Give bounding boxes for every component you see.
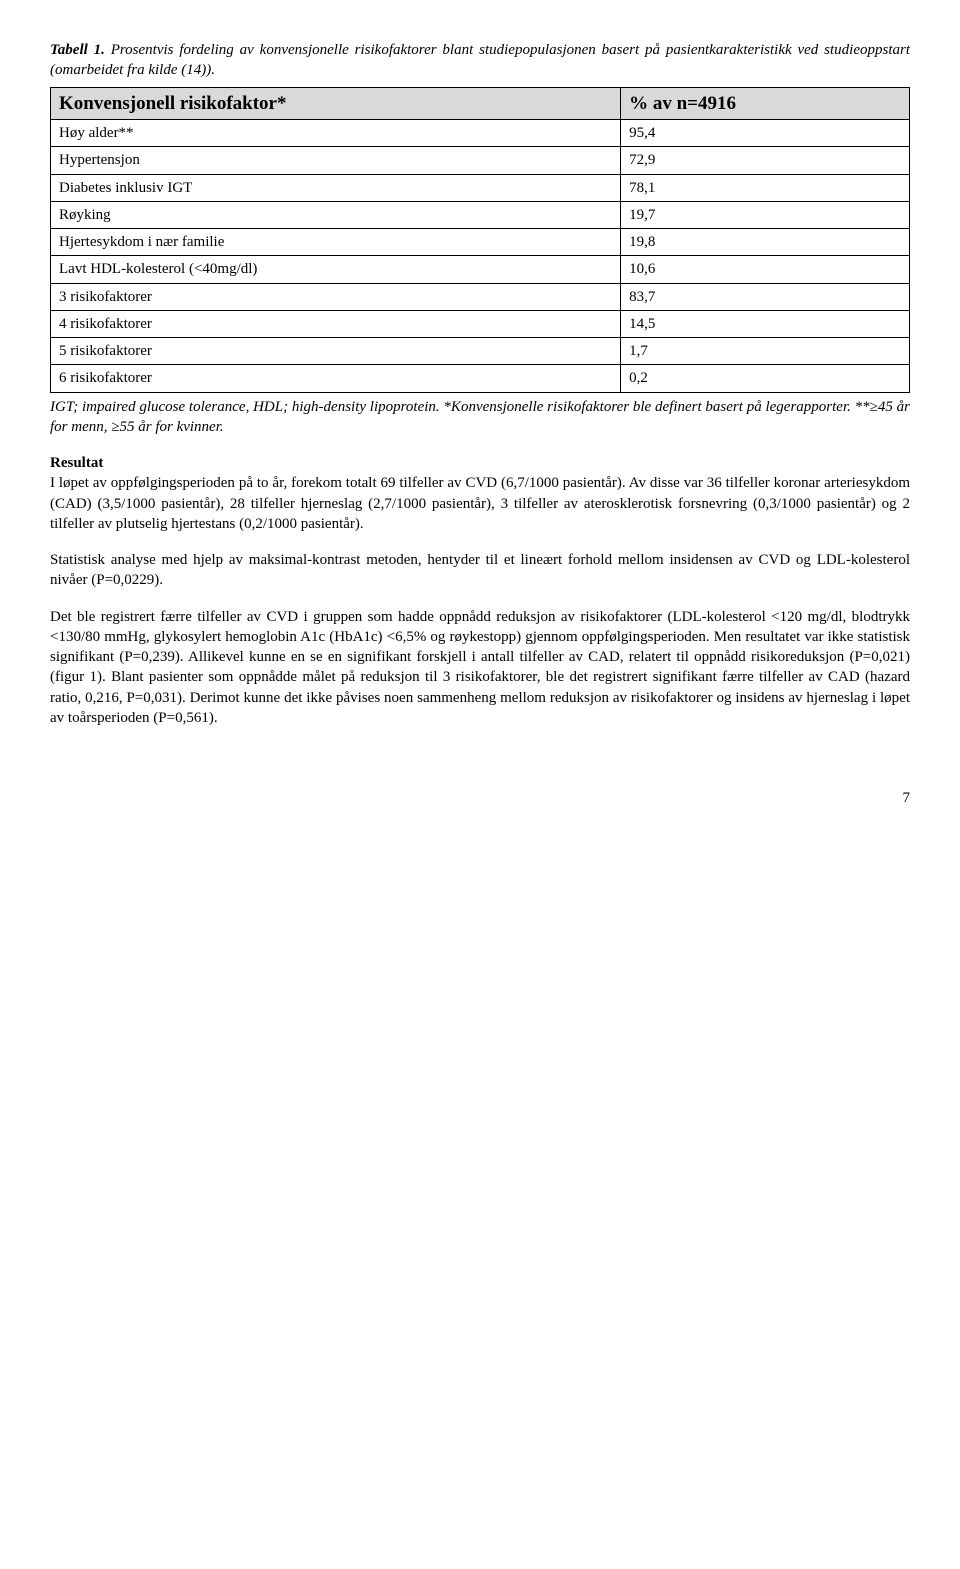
table-row: Diabetes inklusiv IGT78,1 <box>51 174 910 201</box>
cell-c2: 19,8 <box>621 229 910 256</box>
cell-c1: Lavt HDL-kolesterol (<40mg/dl) <box>51 256 621 283</box>
risk-factor-table: Konvensjonell risikofaktor* % av n=4916 … <box>50 87 910 393</box>
table-footnote: IGT; impaired glucose tolerance, HDL; hi… <box>50 397 910 438</box>
cell-c1: Hypertensjon <box>51 147 621 174</box>
cell-c2: 1,7 <box>621 338 910 365</box>
resultat-heading: Resultat <box>50 453 910 473</box>
cell-c1: 6 risikofaktorer <box>51 365 621 392</box>
cell-c1: Røyking <box>51 201 621 228</box>
table-row: Høy alder**95,4 <box>51 120 910 147</box>
cell-c1: 4 risikofaktorer <box>51 310 621 337</box>
cell-c2: 78,1 <box>621 174 910 201</box>
table-row: 4 risikofaktorer14,5 <box>51 310 910 337</box>
cell-c2: 95,4 <box>621 120 910 147</box>
cell-c2: 10,6 <box>621 256 910 283</box>
cell-c2: 0,2 <box>621 365 910 392</box>
cell-c2: 19,7 <box>621 201 910 228</box>
table-caption-text: Prosentvis fordeling av konvensjonelle r… <box>50 42 910 78</box>
table-row: Lavt HDL-kolesterol (<40mg/dl)10,6 <box>51 256 910 283</box>
paragraph-1: I løpet av oppfølgingsperioden på to år,… <box>50 473 910 534</box>
cell-c1: Høy alder** <box>51 120 621 147</box>
cell-c1: 5 risikofaktorer <box>51 338 621 365</box>
cell-c1: 3 risikofaktorer <box>51 283 621 310</box>
cell-c2: 72,9 <box>621 147 910 174</box>
cell-c1: Diabetes inklusiv IGT <box>51 174 621 201</box>
cell-c2: 83,7 <box>621 283 910 310</box>
table-row: 3 risikofaktorer83,7 <box>51 283 910 310</box>
table-header-row: Konvensjonell risikofaktor* % av n=4916 <box>51 87 910 120</box>
table-row: Røyking19,7 <box>51 201 910 228</box>
cell-c2: 14,5 <box>621 310 910 337</box>
table-row: 5 risikofaktorer1,7 <box>51 338 910 365</box>
paragraph-3: Det ble registrert færre tilfeller av CV… <box>50 607 910 729</box>
page-number: 7 <box>50 788 910 808</box>
table-row: 6 risikofaktorer0,2 <box>51 365 910 392</box>
table-label: Tabell 1. <box>50 42 105 58</box>
header-col2: % av n=4916 <box>621 87 910 120</box>
table-row: Hjertesykdom i nær familie19,8 <box>51 229 910 256</box>
table-row: Hypertensjon72,9 <box>51 147 910 174</box>
cell-c1: Hjertesykdom i nær familie <box>51 229 621 256</box>
table-caption: Tabell 1. Prosentvis fordeling av konven… <box>50 40 910 81</box>
paragraph-2: Statistisk analyse med hjelp av maksimal… <box>50 550 910 591</box>
header-col1: Konvensjonell risikofaktor* <box>51 87 621 120</box>
